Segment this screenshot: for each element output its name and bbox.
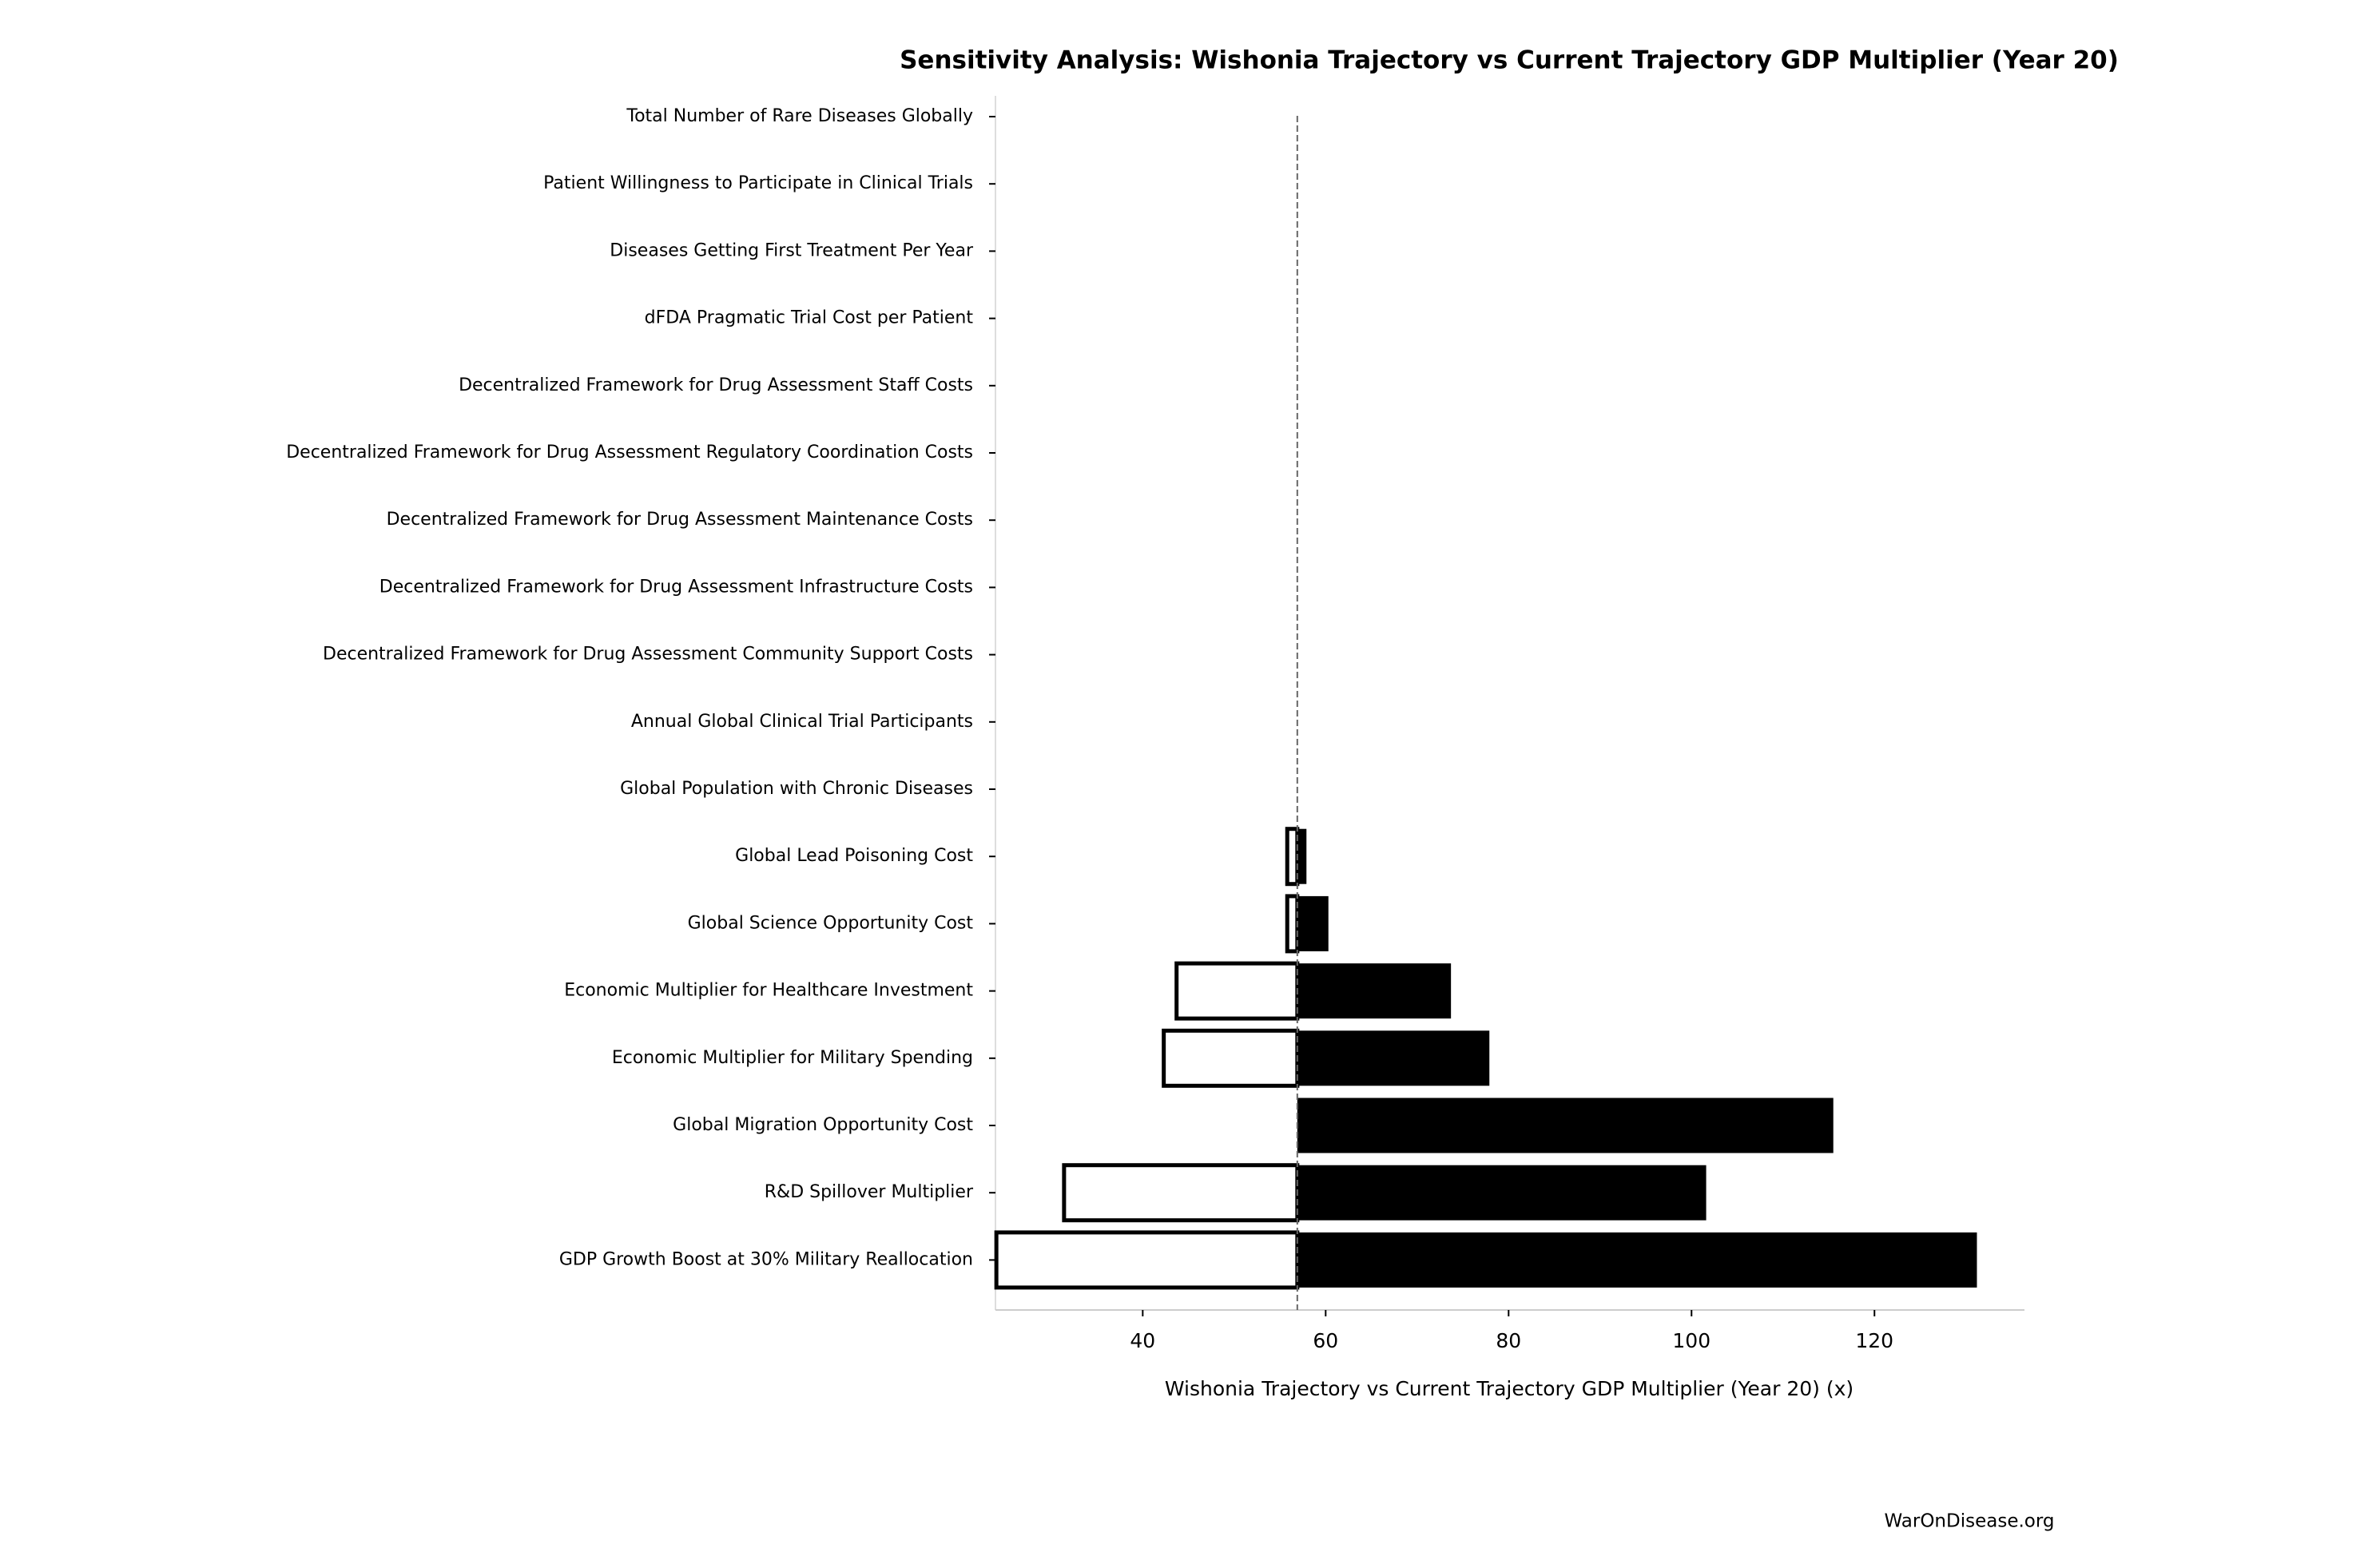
y-tick-label: R&D Spillover Multiplier <box>765 1182 974 1202</box>
bar <box>994 1230 1300 1290</box>
footer: WarOnDisease.org <box>1885 1511 2055 1532</box>
y-tick-label: GDP Growth Boost at 30% Military Realloc… <box>559 1249 973 1269</box>
y-tick-label: Decentralized Framework for Drug Assessm… <box>387 510 973 530</box>
y-tick-label: Economic Multiplier for Military Spendin… <box>612 1048 973 1068</box>
y-tick-label: Global Population with Chronic Diseases <box>620 779 973 799</box>
bar <box>1297 1165 1707 1221</box>
x-tick-label: 40 <box>1130 1329 1155 1352</box>
bar <box>1062 1163 1300 1223</box>
y-tick-label: Global Science Opportunity Cost <box>688 913 974 933</box>
y-tick-label: Total Number of Rare Diseases Globally <box>626 106 973 126</box>
y-tick-label: Decentralized Framework for Drug Assessm… <box>459 375 973 395</box>
x-axis-label: Wishonia Trajectory vs Current Trajector… <box>1165 1377 1854 1400</box>
chart-title: Sensitivity Analysis: Wishonia Trajector… <box>900 46 2119 75</box>
y-tick-label: Decentralized Framework for Drug Assessm… <box>379 577 973 597</box>
x-tick-label: 100 <box>1672 1329 1711 1352</box>
x-tick-label: 60 <box>1313 1329 1338 1352</box>
x-tick-label: 120 <box>1855 1329 1893 1352</box>
bar <box>1285 827 1300 887</box>
bar <box>1285 894 1300 954</box>
y-tick-label: Diseases Getting First Treatment Per Yea… <box>610 240 974 260</box>
bar <box>1297 895 1329 951</box>
bar <box>1297 828 1307 884</box>
x-tick-label: 80 <box>1496 1329 1521 1352</box>
y-tick-label: Global Lead Poisoning Cost <box>735 846 973 866</box>
y-tick-label: Economic Multiplier for Healthcare Inves… <box>564 981 973 1001</box>
bar <box>1174 961 1300 1021</box>
y-tick-label: dFDA Pragmatic Trial Cost per Patient <box>645 308 974 328</box>
bar <box>1162 1028 1300 1088</box>
y-tick-label: Patient Willingness to Participate in Cl… <box>543 173 973 193</box>
bar <box>1297 1030 1490 1086</box>
bar <box>1297 963 1452 1019</box>
bar <box>1297 1232 1977 1288</box>
bar <box>1297 1098 1834 1153</box>
y-tick-label: Global Migration Opportunity Cost <box>673 1115 973 1135</box>
y-tick-label: Annual Global Clinical Trial Participant… <box>631 712 973 732</box>
y-tick-label: Decentralized Framework for Drug Assessm… <box>323 645 973 665</box>
y-tick-label: Decentralized Framework for Drug Assessm… <box>286 443 973 462</box>
